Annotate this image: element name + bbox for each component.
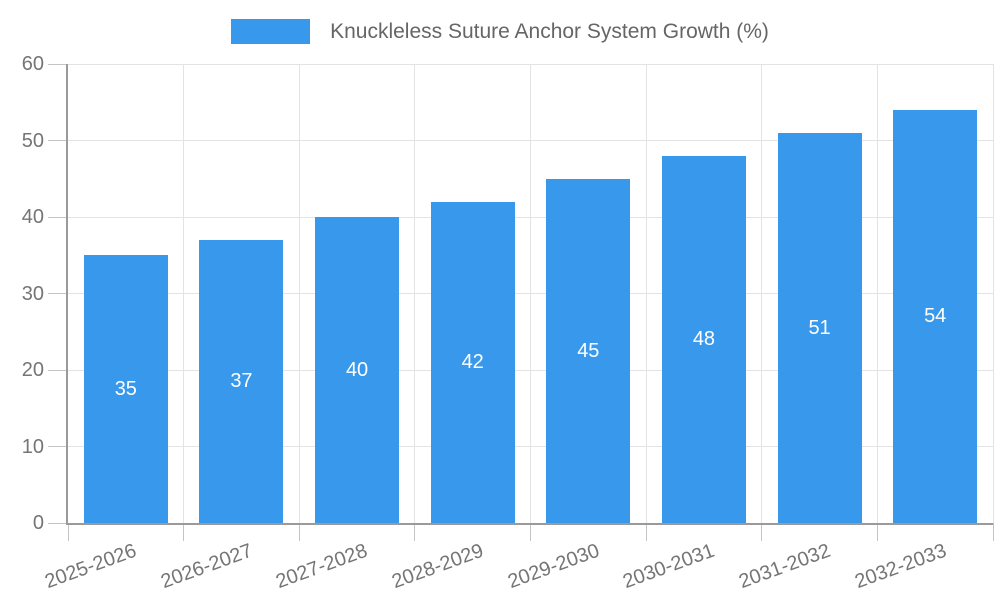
gridline-vertical: [645, 64, 647, 523]
bar[interactable]: [777, 132, 862, 523]
y-axis-tick-label: 60: [21, 53, 44, 75]
legend-label: Knuckleless Suture Anchor System Growth …: [330, 19, 769, 43]
bar-value-label: 35: [114, 378, 137, 401]
gridline-vertical: [992, 64, 994, 523]
x-axis-label: 2030-2031: [620, 539, 718, 594]
x-axis-label: 2029-2030: [504, 539, 603, 594]
y-axis-tick-label: 20: [21, 359, 44, 381]
bar[interactable]: [430, 201, 515, 523]
y-axis-tick: [48, 63, 66, 65]
x-axis-tick: [414, 523, 416, 541]
bar-value-label: 37: [230, 370, 253, 393]
legend-item[interactable]: Knuckleless Suture Anchor System Growth …: [0, 16, 1000, 46]
bar-value-label: 42: [461, 351, 484, 374]
y-axis-tick-label: 0: [32, 512, 44, 534]
y-axis-tick: [48, 369, 66, 371]
y-axis-tick: [48, 446, 66, 447]
bar-value-label: 48: [692, 328, 716, 351]
bar[interactable]: [83, 255, 168, 523]
y-axis-line: [66, 64, 68, 523]
x-axis-tick: [761, 523, 763, 541]
x-axis-tick: [67, 523, 69, 541]
gridline-vertical: [183, 64, 185, 523]
y-axis-tick-label: 10: [21, 435, 44, 458]
x-axis-label: 2025-2026: [42, 539, 140, 594]
x-axis-line: [66, 523, 993, 525]
x-axis-tick: [992, 523, 994, 541]
gridline-vertical: [761, 64, 763, 523]
x-axis-tick: [530, 523, 531, 541]
gridline-vertical: [530, 64, 531, 523]
x-axis-label: 2032-2033: [851, 539, 949, 594]
y-axis-tick: [48, 522, 66, 524]
bar-value-label: 54: [924, 305, 947, 328]
bar[interactable]: [199, 239, 284, 523]
y-axis-tick-label: 30: [21, 282, 44, 305]
x-axis-tick: [645, 523, 647, 541]
gridline-vertical: [414, 64, 416, 523]
y-axis-tick: [48, 140, 66, 141]
x-axis-label: 2028-2029: [389, 539, 487, 594]
x-axis-label: 2031-2032: [735, 539, 834, 594]
bar[interactable]: [315, 217, 400, 523]
x-axis-tick: [876, 523, 878, 541]
bar[interactable]: [661, 155, 746, 523]
y-axis-tick: [48, 293, 66, 294]
bar[interactable]: [893, 109, 978, 523]
x-axis-tick: [183, 523, 185, 541]
y-axis-tick: [48, 216, 66, 218]
y-axis-tick-label: 50: [21, 129, 44, 152]
bar-value-label: 51: [808, 316, 831, 339]
bar-value-label: 45: [577, 339, 600, 362]
gridline-vertical: [876, 64, 878, 523]
x-axis-tick: [298, 523, 300, 541]
bar[interactable]: [546, 178, 631, 523]
gridline-vertical: [298, 64, 300, 523]
y-axis-tick-label: 40: [21, 206, 44, 228]
legend-swatch: [231, 18, 311, 44]
bar-value-label: 40: [345, 359, 369, 381]
x-axis-label: 2027-2028: [273, 539, 371, 594]
x-axis-label: 2026-2027: [157, 539, 256, 594]
